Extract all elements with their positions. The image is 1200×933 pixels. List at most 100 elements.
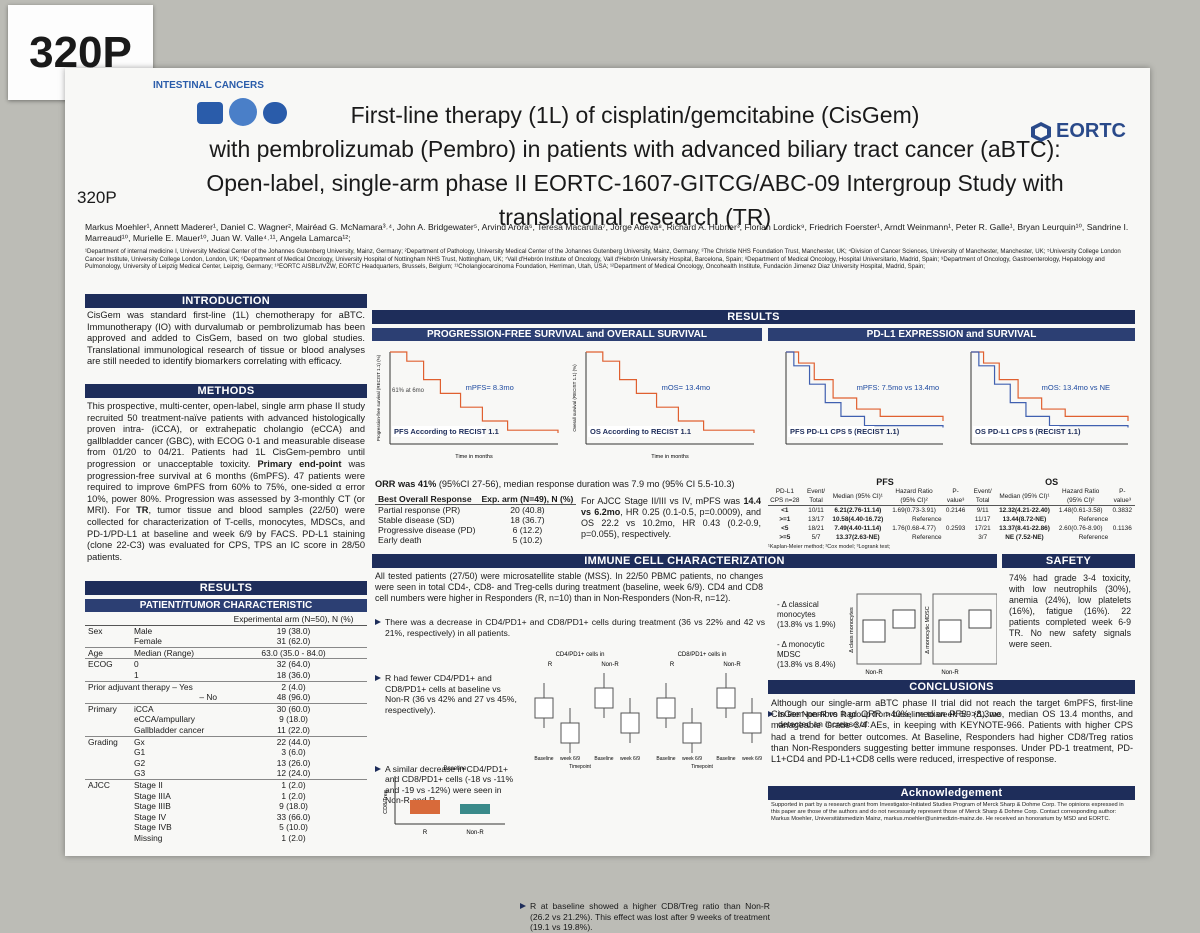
table-header: Event/ Total <box>968 487 998 506</box>
plot-label-box <box>588 426 681 437</box>
median-label: mPFS: 7.5mo vs 13.4mo <box>857 383 940 392</box>
table-cell: 9/11 <box>976 507 989 514</box>
table-cell: 18/21 <box>808 525 825 532</box>
table-row: Missing 1 (2.0) <box>85 833 367 844</box>
table-row: 1 18 (36.0) <box>85 670 367 681</box>
row-group <box>85 822 131 833</box>
bullet-marker <box>375 675 381 682</box>
row-item: Male <box>134 625 153 636</box>
x-axis-label: Timepoint <box>691 764 713 770</box>
timepoint-label: week 6/9 <box>742 756 762 762</box>
table-cell: 1.76(0.68-4.77) <box>892 525 936 532</box>
box <box>534 697 554 719</box>
row-value: 1 (2.0) <box>281 832 306 843</box>
text-run: , HR 0.25 (0.1-0.5, p=0.0009), and OS 22… <box>581 507 761 539</box>
section-heading: IMMUNE CELL CHARACTERIZATION <box>372 554 997 568</box>
table-row: Stage IV 33 (66.0) <box>85 812 367 823</box>
title: First-line therapy (1L) of cisplatin/gem… <box>155 98 1115 234</box>
conclusions-text: Although our single-arm aBTC phase II tr… <box>771 698 1133 765</box>
row-item: eCCA/ampullary <box>134 714 195 725</box>
row-item: G3 <box>134 768 146 779</box>
table-header: Best Overall Response <box>375 494 479 505</box>
group-header: PFS <box>876 477 894 487</box>
section-heading: Acknowledgement <box>768 786 1135 800</box>
row-value: 2 (4.0) <box>220 680 367 693</box>
table-cell: 6.21(2.76-11.14) <box>834 507 882 514</box>
table-cell: Reference <box>912 534 942 541</box>
table-cell: 17/21 <box>974 525 991 532</box>
row-value: 18 (36.0) <box>276 669 311 680</box>
table-cell: Early death <box>378 535 422 545</box>
text-run: This prospective, multi-center, open-lab… <box>87 401 366 469</box>
plot-title: CD8/PD1+ cells in <box>678 652 727 658</box>
monocyte-item: - Δ classical monocytes (13.8% vs 1.9%) <box>777 600 849 630</box>
bullet-marker <box>375 619 381 625</box>
methods-text: This prospective, multi-center, open-lab… <box>87 401 365 563</box>
median-label: mOS: 13.4mo vs NE <box>1042 383 1110 392</box>
scene: { "board_tag": "320P", "header": { "conf… <box>8 5 1150 933</box>
y-axis-label: Overall survival (RECIST 1.1) (%) <box>572 364 577 432</box>
x-axis-label: Time in months <box>651 454 689 460</box>
row-group <box>85 714 131 725</box>
table-row: Early death 5 (10.2) <box>375 535 576 545</box>
row-label: >=5 <box>779 534 791 541</box>
table-cell <box>768 478 802 487</box>
table-header: Experimental arm (N=50), N (%) <box>233 614 354 624</box>
subsection-heading: PROGRESSION-FREE SURVIVAL and OVERALL SU… <box>372 328 762 341</box>
row-group <box>85 768 131 779</box>
row-value: 32 (64.0) <box>220 658 367 670</box>
x-label: Non-R <box>865 670 883 676</box>
table-cell: 0.2146 <box>945 507 966 514</box>
table-row: eCCA/ampullary 9 (18.0) <box>85 714 367 725</box>
section-heading: INTRODUCTION <box>85 294 367 308</box>
row-value: 19 (38.0) <box>276 625 311 636</box>
conference-logo <box>197 98 287 126</box>
box <box>656 697 676 719</box>
row-item: 1 <box>134 669 139 680</box>
item-detail: (13.8% vs 1.9%) <box>777 620 836 629</box>
table-row: Primary iCCA 30 (60.0) <box>85 702 367 715</box>
immune-bullet: R at baseline showed a higher CD8/Treg r… <box>520 901 770 933</box>
table-cell: 11/17 <box>974 516 991 523</box>
row-group <box>85 747 131 758</box>
y-axis-label: Δ class monocytes <box>849 607 855 653</box>
plot-frame <box>932 593 997 665</box>
item-name: - Δ monocytic MDSC <box>777 640 825 659</box>
table-row: Grading Gx 22 (44.0) <box>85 735 367 748</box>
table-header: P-value³ <box>942 487 969 506</box>
item-detail: (13.8% vs 8.4%) <box>777 660 836 669</box>
row-group: Sex <box>88 625 103 636</box>
plot-title: Baseline <box>443 766 467 772</box>
group-label: R <box>548 662 553 668</box>
survival-curve <box>786 351 944 428</box>
text-run: was progression-free survival at 6 month… <box>87 458 365 516</box>
group-label: Non-R <box>723 662 741 668</box>
box <box>560 722 580 744</box>
table-row: AJCC Stage II 1 (2.0) <box>85 778 367 791</box>
table-header: Event/ Total <box>801 487 831 506</box>
y-axis-label: Δ monocytic MDSC <box>925 606 931 653</box>
x-axis-label: Time in months <box>455 454 493 460</box>
timepoint-label: Baseline <box>716 756 735 762</box>
poster: INTESTINAL CANCERS First-line therapy (1… <box>65 68 1150 932</box>
plot-label-box <box>973 426 1060 437</box>
table-cell: 12.32(4.21-22.40) <box>999 507 1050 514</box>
box <box>862 619 886 643</box>
median-label: mPFS= 8.3mo <box>466 383 514 392</box>
immune-bullet: In the Non-R vs R group from baseline to… <box>768 709 1008 730</box>
median-label: mOS= 13.4mo <box>662 383 711 392</box>
row-item: Stage IIIA <box>134 790 171 801</box>
poster-id: 320P <box>77 188 117 207</box>
text-run: For AJCC Stage II/III vs IV, mPFS was <box>581 496 744 506</box>
plot-annotation: 61% at 6mo <box>392 388 425 394</box>
y-axis-label: CD8/Treg <box>383 790 389 814</box>
table-cell: 0.2593 <box>945 525 966 532</box>
row-group <box>85 758 131 769</box>
table-cell: NE (7.52-NE) <box>1005 534 1044 541</box>
table-header-row: PD-L1 CPS n=28 Event/ Total Median (95% CI… <box>768 487 1135 506</box>
row-group: Primary <box>85 702 131 715</box>
plot-label-box <box>788 426 875 437</box>
table-cell: 0.1136 <box>1112 525 1132 532</box>
table-header: Hazard Ratio (95% CI)² <box>885 487 943 506</box>
